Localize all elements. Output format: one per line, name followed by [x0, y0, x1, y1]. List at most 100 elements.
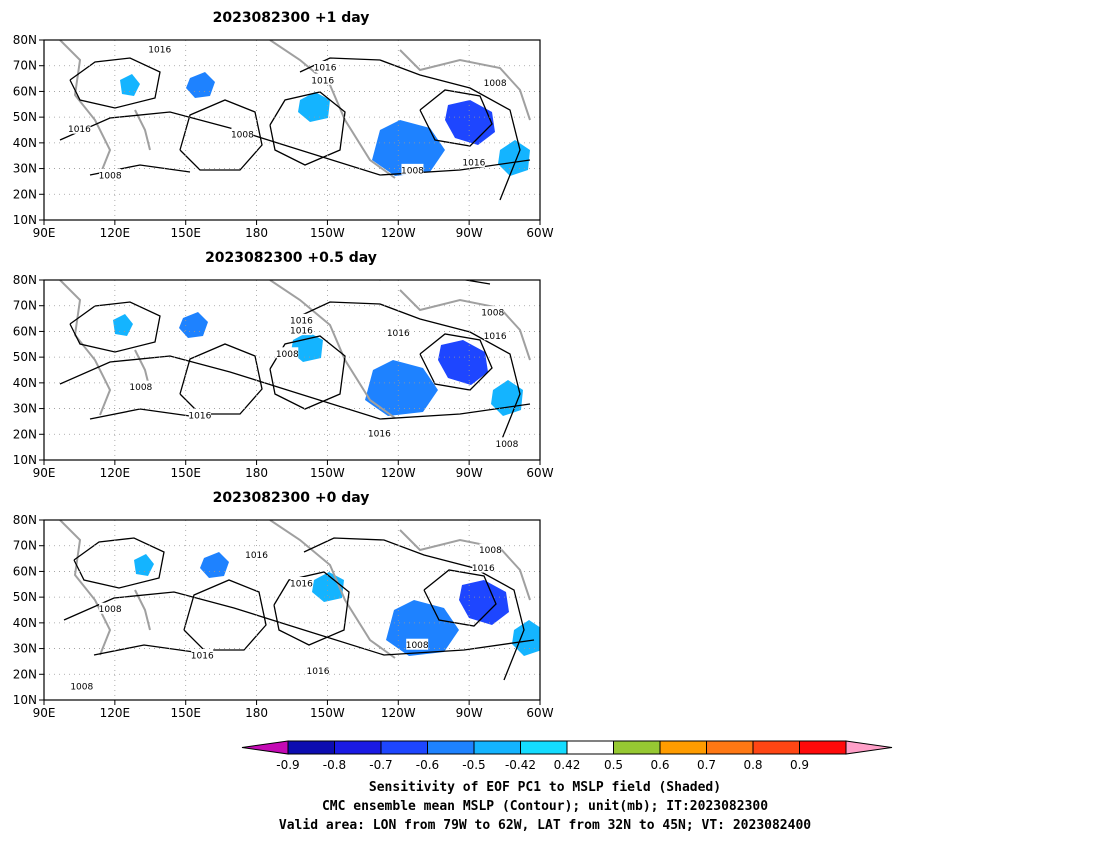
contour-label: 1008	[70, 682, 93, 692]
contour-label: 1016	[290, 580, 313, 590]
colorbar-box	[799, 740, 847, 755]
lat-tick-label: 10N	[13, 213, 37, 227]
contour-label: 1008	[231, 130, 254, 140]
lat-tick-label: 30N	[13, 642, 37, 656]
contour-label-bg	[479, 543, 502, 555]
contour-label: 1008	[481, 309, 504, 319]
lat-tick-label: 60N	[13, 324, 37, 338]
caption-line: Sensitivity of EOF PC1 to MSLP field (Sh…	[369, 780, 721, 795]
contour-label-bg	[484, 76, 507, 88]
lat-tick-label: 70N	[13, 539, 37, 553]
lon-tick-label: 90E	[33, 226, 56, 240]
mslp-contour	[69, 57, 161, 109]
colorbar-box	[706, 740, 754, 755]
lat-tick-label: 80N	[13, 273, 37, 287]
sensitivity-shading	[498, 140, 530, 176]
lat-tick-label: 50N	[13, 350, 37, 364]
panel-title: 2023082300 +1 day	[213, 10, 370, 26]
contour-label: 1016	[462, 159, 485, 169]
lon-tick-label: 180	[245, 466, 268, 480]
mslp-contour	[93, 644, 195, 656]
lon-tick-label: 60W	[526, 466, 553, 480]
map-background	[44, 520, 540, 700]
contour-label: 1016	[290, 316, 313, 326]
contour-label: 1008	[484, 79, 507, 89]
contour-label-bg	[99, 602, 122, 614]
contour-label-bg	[401, 163, 424, 175]
contour-label: 1016	[314, 64, 337, 74]
colorbar-box	[287, 740, 335, 755]
lon-tick-label: 150E	[170, 226, 201, 240]
map-panel-3: 2023082300 +0 day 1008 1016 1016 1016 1008 100…	[13, 490, 554, 720]
contour-label-bg	[68, 122, 91, 134]
contour-label: 1008	[276, 350, 299, 360]
sensitivity-shading	[120, 74, 140, 96]
colorbar-tick-label: -0.8	[323, 758, 346, 772]
coastline	[269, 40, 396, 179]
contour-label: 1016	[368, 430, 391, 440]
map-area	[44, 280, 540, 460]
lon-tick-label: 60W	[526, 226, 553, 240]
contour-label-bg	[472, 561, 495, 573]
mslp-contour	[73, 537, 165, 589]
contour-label-bg	[191, 649, 214, 660]
lat-tick-label: 40N	[13, 136, 37, 150]
lon-tick-label: 120W	[381, 226, 416, 240]
lon-tick-label: 120E	[100, 466, 131, 480]
contour-label: 1008	[99, 605, 122, 615]
contour-label-bg	[406, 638, 429, 650]
map-frame	[43, 519, 541, 701]
contour-label: 1016	[472, 564, 495, 574]
map-frame	[43, 39, 541, 221]
colorbar-box	[334, 740, 382, 755]
coastline	[134, 589, 151, 631]
lat-tick-label: 80N	[13, 33, 37, 47]
contour-label-bg	[188, 409, 211, 420]
lat-tick-label: 80N	[13, 513, 37, 527]
colorbar-box	[613, 740, 661, 755]
map-panels: 2023082300 +1 day 1016 1016 1016 1008 1016 100…	[13, 10, 554, 720]
colorbar-box	[566, 740, 614, 755]
colorbar-end-low	[241, 740, 289, 755]
sensitivity-shading	[186, 72, 215, 98]
lat-tick-label: 20N	[13, 187, 37, 201]
colorbar-tick-label: 0.7	[697, 758, 716, 772]
contour-label: 1008	[495, 440, 518, 450]
coastline	[269, 280, 396, 419]
mslp-contour	[269, 335, 346, 410]
map-panel-1: 2023082300 +1 day 1016 1016 1016 1008 1016 100…	[13, 10, 554, 240]
lon-tick-label: 150E	[170, 466, 201, 480]
mslp-contour	[179, 99, 263, 171]
lat-tick-label: 10N	[13, 693, 37, 707]
contour-label-bg	[306, 664, 329, 676]
lon-tick-label: 120E	[100, 706, 131, 720]
colorbar-box	[520, 740, 568, 755]
lat-tick-label: 20N	[13, 427, 37, 441]
sensitivity-shading	[298, 92, 330, 122]
contour-label-bg	[368, 427, 391, 438]
sensitivity-shading	[438, 340, 488, 385]
lat-tick-label: 70N	[13, 59, 37, 73]
colorbar-tick-label: 0.9	[790, 758, 809, 772]
lat-tick-label: 60N	[13, 564, 37, 578]
contour-label: 1008	[99, 172, 122, 182]
lat-tick-label: 10N	[13, 453, 37, 467]
lon-tick-label: 150W	[310, 706, 345, 720]
mslp-contour	[423, 569, 497, 627]
caption-line: Valid area: LON from 79W to 62W, LAT fro…	[279, 818, 811, 833]
colorbar-tick-label: -0.7	[369, 758, 392, 772]
coastline	[59, 280, 112, 416]
sensitivity-shading	[200, 552, 229, 578]
mslp-contour	[419, 89, 493, 147]
contour-label-bg	[129, 380, 152, 392]
panel-title: 2023082300 +0.5 day	[205, 250, 377, 266]
lat-tick-label: 60N	[13, 84, 37, 98]
panel-title: 2023082300 +0 day	[213, 490, 370, 506]
contour-label: 1016	[387, 329, 410, 339]
contour-label: 1016	[148, 46, 171, 56]
lat-tick-label: 50N	[13, 110, 37, 124]
colorbar-box	[752, 740, 800, 755]
colorbar-tick-label: -0.5	[462, 758, 485, 772]
colorbar-box	[473, 740, 521, 755]
